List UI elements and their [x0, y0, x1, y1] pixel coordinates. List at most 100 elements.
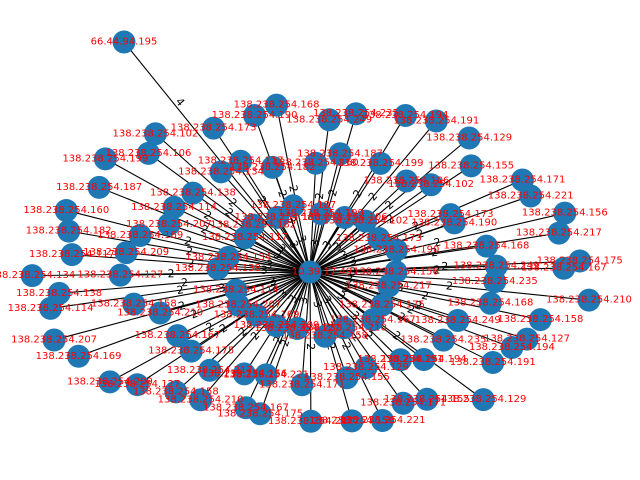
- node-label: 138.238.254.173: [336, 233, 422, 244]
- node-label: 138.238.254.168: [447, 298, 533, 309]
- graph-node: [264, 314, 288, 338]
- node-label: 138.238.254.160: [235, 212, 321, 223]
- edge: [309, 271, 401, 361]
- node-label: 138.238.254.167: [135, 330, 221, 341]
- graph-node: [47, 281, 71, 305]
- edge-weight-label: 2: [168, 267, 175, 280]
- edge: [309, 267, 564, 273]
- node-label: 138.238.254.171: [479, 174, 565, 185]
- edge-weight-label: 2: [433, 264, 440, 277]
- edge-weight-label: 3: [217, 281, 226, 295]
- graph-node: [143, 122, 167, 146]
- edge: [168, 224, 311, 273]
- node-label: 138.238.254.158: [497, 314, 583, 325]
- node-label: 138.238.254.173: [171, 123, 257, 134]
- edge: [50, 271, 311, 309]
- node-label: 138.238.254.221: [340, 415, 426, 426]
- node-label: 138.238.254.207: [11, 334, 97, 345]
- graph-node: [415, 387, 439, 411]
- graph-node: [60, 243, 84, 267]
- edge-weight-label: 2: [313, 192, 327, 201]
- graph-node: [281, 194, 305, 218]
- graph-node-hub: [298, 260, 322, 284]
- graph-node: [442, 211, 466, 235]
- edge-weight-label: 3: [234, 241, 245, 256]
- graph-node: [333, 205, 357, 229]
- graph-node: [209, 160, 233, 184]
- node-label: 138.238.254.187: [250, 200, 336, 211]
- graph-node: [234, 396, 258, 420]
- graph-node: [57, 219, 81, 243]
- node-label: 138.238.254.249: [415, 315, 501, 326]
- graph-node: [216, 245, 240, 269]
- graph-node: [367, 226, 391, 250]
- graph-node: [157, 213, 181, 237]
- graph-node: [328, 142, 352, 166]
- edge-weight-label: 3: [284, 214, 299, 225]
- edge: [105, 158, 311, 273]
- edge-weight-label: 3: [308, 238, 322, 247]
- graph-node: [431, 328, 455, 352]
- graph-node: [125, 373, 149, 397]
- node-label: 138.238.254.168: [234, 100, 320, 111]
- edge: [71, 254, 311, 273]
- node-label: 138.238.254.160: [23, 205, 109, 216]
- edge: [78, 271, 311, 357]
- graph-node: [128, 223, 152, 247]
- edge-weight-label: 2: [176, 283, 185, 297]
- node-label: 138.238.254.129: [440, 394, 526, 405]
- node-label: 138.238.254.190: [411, 217, 497, 228]
- edge-weight-label-outer: 4: [173, 95, 188, 109]
- node-label: 138.238.254.182: [230, 162, 316, 173]
- node-label: 138.238.254.217: [346, 281, 432, 292]
- edge-weight-label: 2: [189, 307, 200, 322]
- edge: [220, 171, 311, 273]
- edge: [200, 271, 311, 401]
- node-label: 138.238.254.102: [388, 179, 474, 190]
- graph-node: [424, 109, 448, 133]
- node-label: 138.238.254.158: [91, 299, 177, 310]
- edges-layer: [32, 41, 590, 422]
- edge-weight-label: 2: [177, 299, 187, 313]
- graph-node: [317, 108, 341, 132]
- node-label: 138.238.254.173: [408, 209, 494, 220]
- graph-node: [309, 202, 333, 226]
- edge: [98, 186, 311, 273]
- edge-weight-label: 3: [338, 248, 350, 263]
- graph-node: [391, 391, 415, 415]
- graph-node: [87, 175, 111, 199]
- node-label: 138.238.254.167: [203, 402, 289, 413]
- edge: [309, 271, 384, 421]
- node-label: 138.238.254.134: [0, 270, 75, 281]
- edge: [309, 115, 406, 273]
- node-label: 138.238.254.235: [401, 335, 487, 346]
- node-label: 138.238.254.199: [338, 158, 424, 169]
- node-label: 138.238.254.114: [8, 303, 94, 314]
- node-label: 138.238.254.127: [254, 323, 340, 334]
- edge: [137, 271, 311, 386]
- graph-node: [335, 366, 359, 390]
- node-label: 138.238.254.175: [537, 256, 623, 267]
- node-label: 138.238.254.199: [62, 153, 148, 164]
- node-label: 138.238.254.155: [428, 160, 514, 171]
- graph-node: [377, 274, 401, 298]
- graph-node: [224, 278, 248, 302]
- edge: [66, 209, 311, 273]
- edge-weight-label: 2: [199, 222, 210, 237]
- node-label: 138.238.254.182: [210, 220, 296, 231]
- node-label: 138.238.254.138: [150, 188, 236, 199]
- edge-weight-label: 2: [350, 187, 365, 200]
- graph-node: [181, 181, 205, 205]
- node-label: 138.238.254.114: [193, 285, 279, 296]
- node-label: 138.238.254.191: [358, 354, 444, 365]
- node-label: 138.238.254.190: [353, 244, 439, 255]
- node-label: 138.238.254.138: [16, 288, 102, 299]
- graph-node: [368, 151, 392, 175]
- graph-node: [394, 103, 418, 127]
- graph-node: [313, 324, 337, 348]
- edge: [309, 137, 470, 273]
- graph-node: [474, 234, 498, 258]
- node-label: 138.238.254.217: [167, 365, 253, 376]
- edge: [32, 271, 311, 277]
- edge-weight-label: 2: [430, 246, 439, 260]
